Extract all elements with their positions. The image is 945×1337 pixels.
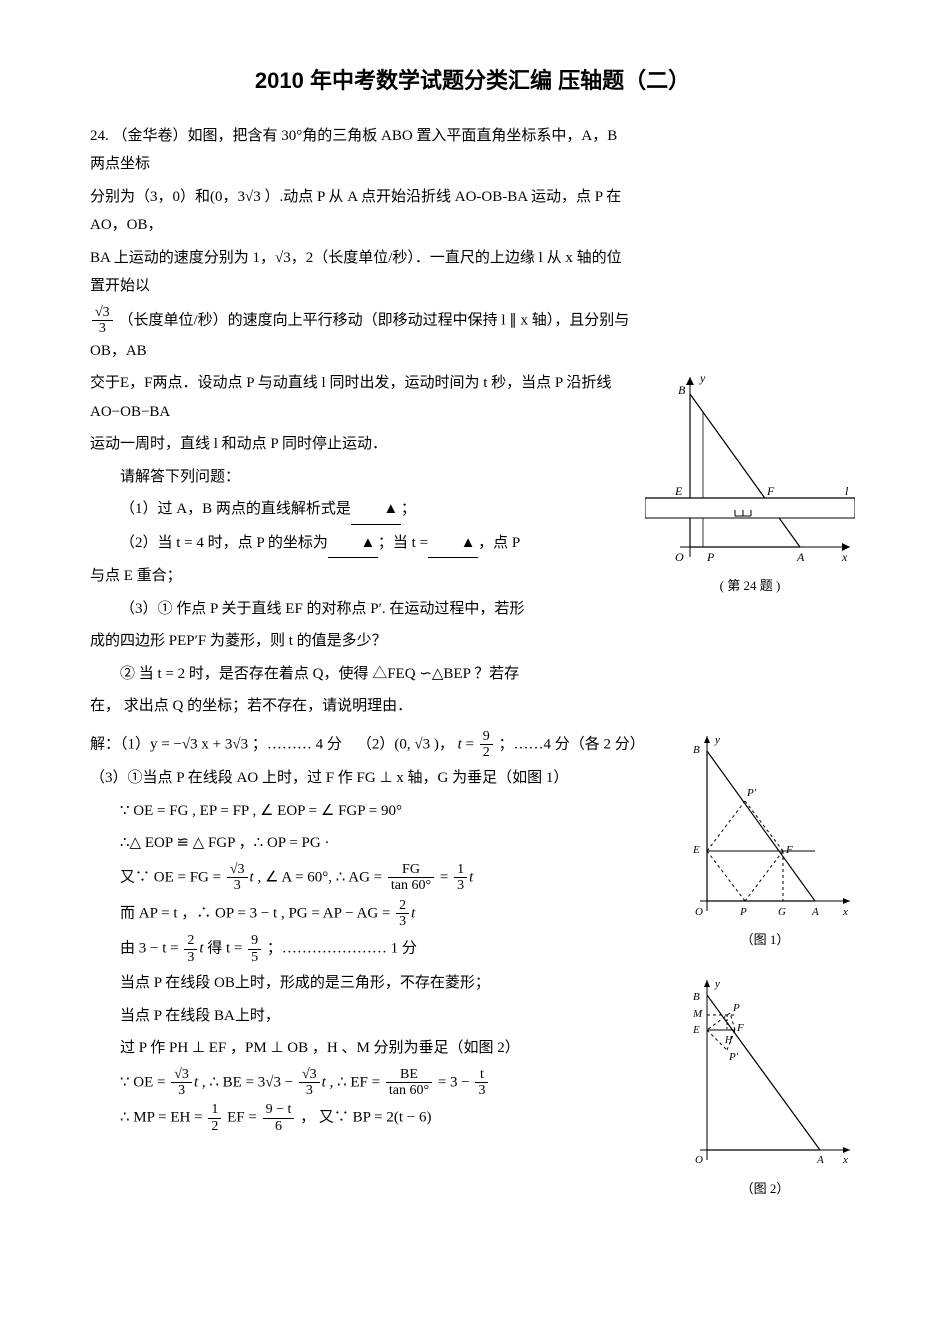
- svg-text:M: M: [692, 1008, 703, 1020]
- lbl-y: y: [699, 372, 706, 385]
- svg-text:E: E: [692, 1024, 700, 1036]
- svg-text:y: y: [714, 734, 720, 746]
- problem-line-3: BA 上运动的速度分别为 1，√3，2（长度单位/秒）．一直尺的上边缘 l 从 …: [90, 244, 855, 301]
- svg-text:B: B: [693, 991, 700, 1003]
- q3-line4: 在， 求出点 Q 的坐标；若不存在，请说明理由．: [90, 692, 855, 721]
- figure-2-caption: （图 2）: [675, 1177, 855, 1202]
- svg-text:O: O: [695, 906, 703, 918]
- lbl-P: P: [706, 550, 715, 564]
- figure-main: E F l P O A x B y ( 第 24 题 ): [645, 372, 855, 599]
- lbl-x: x: [841, 550, 848, 564]
- q3-line2: 成的四边形 PEP′F 为菱形，则 t 的值是多少？: [90, 627, 855, 656]
- svg-text:A: A: [816, 1154, 824, 1166]
- svg-text:P: P: [732, 1002, 740, 1014]
- svg-text:P′: P′: [746, 787, 757, 799]
- lbl-l: l: [845, 484, 849, 498]
- svg-text:A: A: [811, 906, 819, 918]
- svg-text:H: H: [724, 1035, 733, 1046]
- svg-text:P: P: [739, 906, 747, 918]
- lbl-A: A: [796, 550, 805, 564]
- problem-line-2: 分别为（3，0）和(0，3√3 ）.动点 P 从 A 点开始沿折线 AO-OB-…: [90, 183, 855, 240]
- svg-text:O: O: [695, 1154, 703, 1166]
- lbl-E: E: [674, 484, 683, 498]
- problem-line-4: √33 （长度单位/秒）的速度向上平行移动（即移动过程中保持 l ∥ x 轴），…: [90, 305, 855, 365]
- svg-text:P′: P′: [728, 1051, 739, 1063]
- svg-text:y: y: [714, 978, 720, 990]
- svg-text:B: B: [693, 744, 700, 756]
- lbl-O: O: [675, 550, 684, 564]
- svg-text:F: F: [785, 844, 793, 856]
- svg-text:x: x: [842, 906, 848, 918]
- page-title: 2010 年中考数学试题分类汇编 压轴题（二）: [90, 60, 855, 102]
- svg-text:F: F: [736, 1022, 744, 1034]
- svg-text:x: x: [842, 1154, 848, 1166]
- figure-main-caption: ( 第 24 题 ): [645, 574, 855, 599]
- figure-2: O A x B y M E F P H P′ （图 2）: [675, 975, 855, 1202]
- figure-1: O P G A x E F B y P′ （图 1）: [675, 731, 855, 953]
- q3-line1: （3）① 作点 P 关于直线 EF 的对称点 P′. 在运动过程中，若形: [90, 595, 855, 624]
- problem-line-1: 24. （金华卷）如图，把含有 30°角的三角板 ABO 置入平面直角坐标系中，…: [90, 122, 855, 179]
- lbl-B: B: [678, 383, 686, 397]
- svg-text:G: G: [778, 906, 786, 918]
- q3-line3: ② 当 t = 2 时，是否存在着点 Q，使得 △FEQ ∽△BEP ？若存: [90, 660, 855, 689]
- lbl-F: F: [766, 484, 775, 498]
- svg-text:E: E: [692, 844, 700, 856]
- figure-1-caption: （图 1）: [675, 928, 855, 953]
